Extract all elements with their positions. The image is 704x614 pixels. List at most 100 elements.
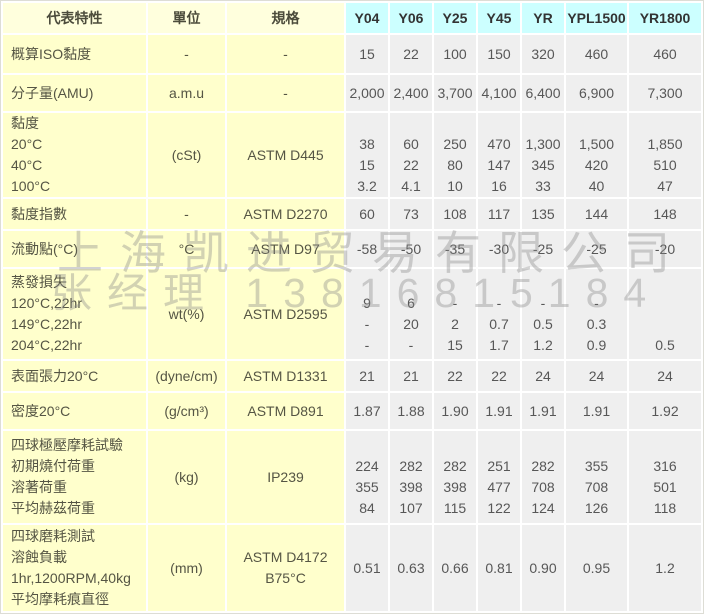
spec-cell: ASTM D97 [227, 231, 344, 267]
unit-cell: (cSt) [148, 113, 225, 197]
value-cell: 282 398 107 [390, 431, 432, 523]
value-cell: 4,100 [478, 75, 520, 111]
col-header-feature: 代表特性 [3, 3, 146, 33]
feature-cell: 概算ISO黏度 [3, 35, 146, 73]
table-row: 黏度指數 - ASTM D2270 60 73 108 117 135 144 148 [3, 199, 701, 229]
value-cell: - 2 15 [434, 269, 476, 359]
value-cell: 1.91 [566, 393, 627, 429]
feature-cell: 流動點(°C) [3, 231, 146, 267]
unit-cell: (g/cm³) [148, 393, 225, 429]
value-cell: 1.88 [390, 393, 432, 429]
value-cell: 282 398 115 [434, 431, 476, 523]
value-cell: 250 80 10 [434, 113, 476, 197]
col-header-y25: Y25 [434, 3, 476, 33]
value-cell: 1,500 420 40 [566, 113, 627, 197]
value-cell: 144 [566, 199, 627, 229]
value-cell: 60 [346, 199, 388, 229]
col-header-spec: 規格 [227, 3, 344, 33]
unit-cell: (dyne/cm) [148, 361, 225, 391]
value-cell: 22 [478, 361, 520, 391]
value-cell: 3,700 [434, 75, 476, 111]
value-cell: 0.81 [478, 525, 520, 611]
value-cell: 0.66 [434, 525, 476, 611]
value-cell: 1.87 [346, 393, 388, 429]
value-cell: 0.5 [629, 269, 701, 359]
header-row: 代表特性 單位 規格 Y04 Y06 Y25 Y45 YR YPL1500 YR… [3, 3, 701, 33]
value-cell: 355 708 126 [566, 431, 627, 523]
table-row: 密度20°C (g/cm³) ASTM D891 1.87 1.88 1.90 1.91 1.… [3, 393, 701, 429]
unit-cell: (mm) [148, 525, 225, 611]
value-cell: -20 [629, 231, 701, 267]
value-cell: 1,300 345 33 [522, 113, 564, 197]
unit-cell: °C [148, 231, 225, 267]
value-cell: 1.92 [629, 393, 701, 429]
value-cell: 1.91 [478, 393, 520, 429]
unit-cell: a.m.u [148, 75, 225, 111]
value-cell: - 0.7 1.7 [478, 269, 520, 359]
value-cell: 2,000 [346, 75, 388, 111]
table-row: 黏度 20°C 40°C 100°C (cSt) ASTM D445 38 15 3… [3, 113, 701, 197]
value-cell: 22 [390, 35, 432, 73]
table-row: 分子量(AMU) a.m.u -2,000 2,400 3,700 4,100 6,400 6… [3, 75, 701, 111]
value-cell: 6 20 - [390, 269, 432, 359]
col-header-y04: Y04 [346, 3, 388, 33]
value-cell: -25 [566, 231, 627, 267]
value-cell: 24 [629, 361, 701, 391]
value-cell: 320 [522, 35, 564, 73]
value-cell: 460 [629, 35, 701, 73]
col-header-y45: Y45 [478, 3, 520, 33]
value-cell: -58 [346, 231, 388, 267]
spec-cell: - [227, 75, 344, 111]
table-row: 蒸發損失 120°C,22hr 149°C,22hr 204°C,22hr wt(… [3, 269, 701, 359]
value-cell: 108 [434, 199, 476, 229]
value-cell: 0.63 [390, 525, 432, 611]
value-cell: 1.90 [434, 393, 476, 429]
table-row: 四球磨耗測試 溶蝕負載 1hr,1200RPM,40kg 平均摩耗痕直徑 (mm)… [3, 525, 701, 611]
table-row: 流動點(°C) °C ASTM D97 -58 -50 -35 -30 -25 -25 -20 [3, 231, 701, 267]
value-cell: 0.51 [346, 525, 388, 611]
table-row: 四球極壓摩耗試驗 初期燒付荷重 溶著荷重 平均赫茲荷重 (kg) IP239 224… [3, 431, 701, 523]
value-cell: - 0.5 1.2 [522, 269, 564, 359]
value-cell: 22 [434, 361, 476, 391]
feature-cell: 密度20°C [3, 393, 146, 429]
unit-cell: - [148, 35, 225, 73]
feature-cell: 四球磨耗測試 溶蝕負載 1hr,1200RPM,40kg 平均摩耗痕直徑 [3, 525, 146, 611]
value-cell: 470 147 16 [478, 113, 520, 197]
value-cell: 6,400 [522, 75, 564, 111]
spec-cell: ASTM D445 [227, 113, 344, 197]
table-body: 概算ISO黏度 - -15 22 100 150 320 460 460 分子量(AMU) a.m.… [3, 35, 701, 611]
table-row: 表面張力20°C (dyne/cm) ASTM D1331 21 21 22 22 24 24 2… [3, 361, 701, 391]
value-cell: 24 [566, 361, 627, 391]
value-cell: 251 477 122 [478, 431, 520, 523]
value-cell: 15 [346, 35, 388, 73]
spec-cell: IP239 [227, 431, 344, 523]
value-cell: 38 15 3.2 [346, 113, 388, 197]
value-cell: -30 [478, 231, 520, 267]
value-cell: 0.90 [522, 525, 564, 611]
col-header-y06: Y06 [390, 3, 432, 33]
col-header-unit: 單位 [148, 3, 225, 33]
value-cell: 21 [346, 361, 388, 391]
value-cell: 460 [566, 35, 627, 73]
value-cell: 135 [522, 199, 564, 229]
value-cell: 60 22 4.1 [390, 113, 432, 197]
value-cell: 21 [390, 361, 432, 391]
col-header-yr: YR [522, 3, 564, 33]
value-cell: 117 [478, 199, 520, 229]
value-cell: -50 [390, 231, 432, 267]
spec-cell: ASTM D4172 B75°C [227, 525, 344, 611]
feature-cell: 黏度 20°C 40°C 100°C [3, 113, 146, 197]
value-cell: 73 [390, 199, 432, 229]
value-cell: 1,850 510 47 [629, 113, 701, 197]
feature-cell: 蒸發損失 120°C,22hr 149°C,22hr 204°C,22hr [3, 269, 146, 359]
spec-cell: ASTM D891 [227, 393, 344, 429]
value-cell: 7,300 [629, 75, 701, 111]
feature-cell: 四球極壓摩耗試驗 初期燒付荷重 溶著荷重 平均赫茲荷重 [3, 431, 146, 523]
feature-cell: 分子量(AMU) [3, 75, 146, 111]
spec-cell: ASTM D2270 [227, 199, 344, 229]
value-cell: 2,400 [390, 75, 432, 111]
value-cell: 6,900 [566, 75, 627, 111]
unit-cell: wt(%) [148, 269, 225, 359]
